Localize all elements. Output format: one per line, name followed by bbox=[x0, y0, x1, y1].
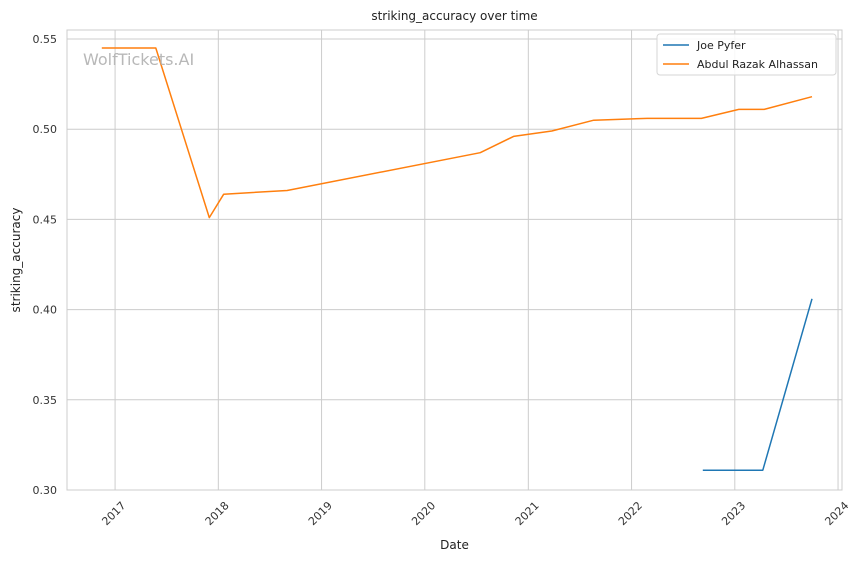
chart-title: striking_accuracy over time bbox=[371, 9, 537, 23]
series-line-0 bbox=[702, 298, 813, 471]
series-line-1 bbox=[101, 47, 813, 219]
x-axis-title: Date bbox=[440, 538, 469, 552]
y-tick-label: 0.40 bbox=[33, 304, 58, 317]
legend: Joe Pyfer Abdul Razak Alhassan bbox=[656, 33, 837, 76]
y-tick-label: 0.50 bbox=[33, 123, 58, 136]
y-tick-label: 0.30 bbox=[33, 484, 58, 497]
y-tick-label: 0.45 bbox=[33, 213, 58, 226]
y-tick-label: 0.55 bbox=[33, 33, 58, 46]
watermark: WolfTickets.AI bbox=[83, 50, 194, 69]
y-tick-label: 0.35 bbox=[33, 394, 58, 407]
y-axis-title: striking_accuracy bbox=[9, 208, 23, 313]
plot-area bbox=[66, 29, 843, 491]
legend-label: Joe Pyfer bbox=[696, 39, 746, 52]
series-lines bbox=[101, 47, 813, 471]
legend-label: Abdul Razak Alhassan bbox=[697, 58, 818, 71]
legend-box bbox=[656, 33, 837, 76]
